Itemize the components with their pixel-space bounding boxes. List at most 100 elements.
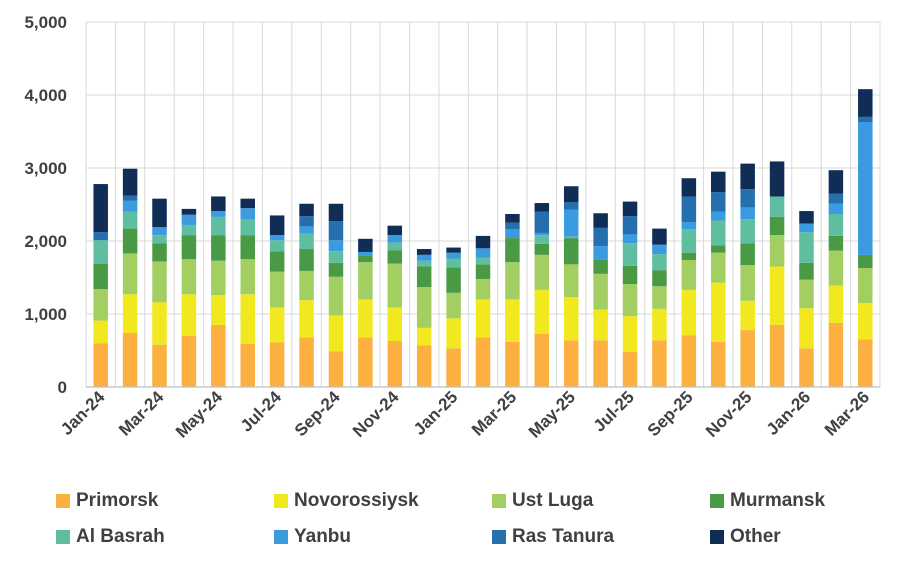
bar-murmansk-Feb-26 [828, 235, 844, 251]
bar-murmansk-Jun-24 [240, 235, 255, 260]
bar-primorsk-Sep-25 [681, 335, 697, 387]
bar-yanbu-Aug-24 [299, 226, 314, 234]
bar-yanbu-Nov-24 [387, 235, 403, 243]
legend-swatch-novorossiysk [274, 494, 288, 508]
bar-al-basrah-Jun-24 [240, 219, 255, 236]
bar-primorsk-Apr-24 [181, 335, 197, 387]
bar-murmansk-Jan-24 [93, 263, 108, 290]
bar-yanbu-Apr-25 [534, 232, 550, 236]
bar-other-Dec-24 [416, 249, 432, 255]
bar-al-basrah-Feb-24 [122, 211, 138, 229]
bar-stack-Jun-25 [593, 213, 608, 387]
y-tick-label: 1,000 [24, 305, 67, 324]
bar-murmansk-Jun-25 [593, 259, 608, 274]
bar-murmansk-May-25 [563, 238, 579, 265]
bar-stack-May-25 [563, 186, 579, 387]
bar-ust-luga-Jun-25 [593, 273, 608, 310]
bar-murmansk-Jul-25 [622, 265, 638, 285]
bar-primorsk-Jan-25 [446, 348, 461, 387]
bar-other-Aug-25 [652, 228, 667, 245]
bar-yanbu-Jan-25 [446, 252, 461, 259]
bar-ust-luga-Mar-26 [858, 268, 873, 304]
bar-stack-Oct-24 [358, 238, 373, 387]
bar-stack-Oct-25 [711, 171, 726, 387]
x-tick-label: Nov-25 [702, 387, 756, 441]
bar-yanbu-Sep-24 [328, 240, 344, 252]
bar-primorsk-Nov-25 [740, 330, 755, 387]
bar-yanbu-Jan-26 [799, 223, 814, 233]
bar-other-Jul-25 [622, 201, 638, 217]
legend-label: Ras Tanura [512, 526, 615, 547]
bar-stack-Mar-26 [858, 89, 873, 387]
legend-item-ras-tanura: Ras Tanura [492, 526, 614, 548]
bar-primorsk-Aug-25 [652, 340, 667, 387]
bar-al-basrah-Jul-25 [622, 243, 638, 266]
bar-yanbu-Oct-25 [711, 211, 726, 221]
bar-novorossiysk-Feb-26 [828, 285, 844, 323]
bar-ust-luga-Aug-24 [299, 270, 314, 301]
bar-murmansk-Oct-25 [711, 245, 726, 253]
stacked-bar-chart: 0 1,000 2,000 3,000 4,000 5,000 Jan-24 Mar-24 M… [24, 13, 881, 442]
bar-ust-luga-Oct-25 [711, 252, 726, 283]
bar-primorsk-Feb-24 [122, 332, 138, 387]
bar-other-Nov-25 [740, 163, 755, 190]
bar-novorossiysk-Dec-25 [769, 266, 785, 325]
bar-primorsk-May-25 [563, 340, 579, 387]
bar-stack-Apr-25 [534, 203, 550, 387]
bar-primorsk-Sep-24 [328, 351, 344, 387]
bar-murmansk-Oct-24 [358, 255, 373, 263]
x-tick-label: Mar-24 [115, 387, 168, 440]
y-tick-label: 3,000 [24, 159, 67, 178]
bar-yanbu-Aug-25 [652, 244, 667, 255]
bar-ust-luga-Jan-24 [93, 289, 108, 321]
x-tick-label: May-25 [525, 387, 579, 441]
legend-item-yanbu: Yanbu [274, 526, 351, 548]
bar-al-basrah-Aug-25 [652, 254, 667, 271]
bar-stack-Jan-26 [799, 211, 814, 387]
bar-ras-tanura-Feb-26 [828, 193, 844, 204]
bar-other-Feb-24 [122, 168, 138, 196]
bar-other-Jan-25 [446, 247, 461, 253]
x-tick-label: Mar-26 [821, 387, 873, 439]
bar-novorossiysk-Nov-24 [387, 307, 403, 342]
bar-stack-Aug-24 [299, 203, 314, 387]
bar-murmansk-Feb-24 [122, 228, 138, 254]
bar-other-Feb-26 [828, 170, 844, 194]
bar-stack-Nov-24 [387, 225, 403, 387]
bar-other-Mar-24 [152, 198, 167, 228]
bar-novorossiysk-Apr-25 [534, 289, 550, 334]
bar-stack-Jan-24 [93, 184, 108, 387]
bar-novorossiysk-Feb-24 [122, 294, 138, 333]
bar-yanbu-Feb-26 [828, 203, 844, 214]
bar-novorossiysk-May-25 [563, 297, 579, 341]
bar-murmansk-Mar-26 [858, 254, 873, 269]
bar-stack-Sep-25 [681, 178, 697, 387]
bar-yanbu-Nov-25 [740, 207, 755, 220]
legend-label: Yanbu [294, 526, 352, 547]
bar-yanbu-Dec-24 [416, 254, 432, 261]
bar-novorossiysk-Jul-24 [269, 307, 285, 343]
bar-primorsk-Apr-25 [534, 333, 550, 387]
x-tick-label: Mar-25 [468, 387, 520, 439]
bar-novorossiysk-Mar-24 [152, 302, 167, 345]
bar-al-basrah-Nov-25 [740, 219, 755, 244]
x-tick-label: Jan-26 [763, 387, 815, 439]
bar-novorossiysk-Sep-24 [328, 315, 344, 352]
bar-novorossiysk-Aug-25 [652, 308, 667, 341]
bar-ust-luga-Mar-25 [505, 262, 520, 300]
bar-yanbu-Feb-24 [122, 200, 138, 212]
legend-item-novorossiysk: Novorossiysk [274, 490, 419, 512]
bar-primorsk-Mar-25 [505, 341, 520, 387]
bar-al-basrah-Sep-24 [328, 251, 344, 263]
bar-primorsk-Mar-24 [152, 344, 167, 387]
bar-ras-tanura-Apr-25 [534, 211, 550, 233]
legend-item-other: Other [710, 526, 781, 548]
bar-primorsk-Feb-25 [475, 337, 491, 387]
bar-ras-tanura-Sep-24 [328, 221, 344, 241]
bar-murmansk-Sep-24 [328, 262, 344, 277]
bar-primorsk-Jul-25 [622, 351, 638, 387]
bar-yanbu-Mar-24 [152, 227, 167, 236]
bar-al-basrah-Feb-26 [828, 213, 844, 236]
bar-ust-luga-May-25 [563, 264, 579, 298]
bar-stack-Jan-25 [446, 247, 461, 387]
